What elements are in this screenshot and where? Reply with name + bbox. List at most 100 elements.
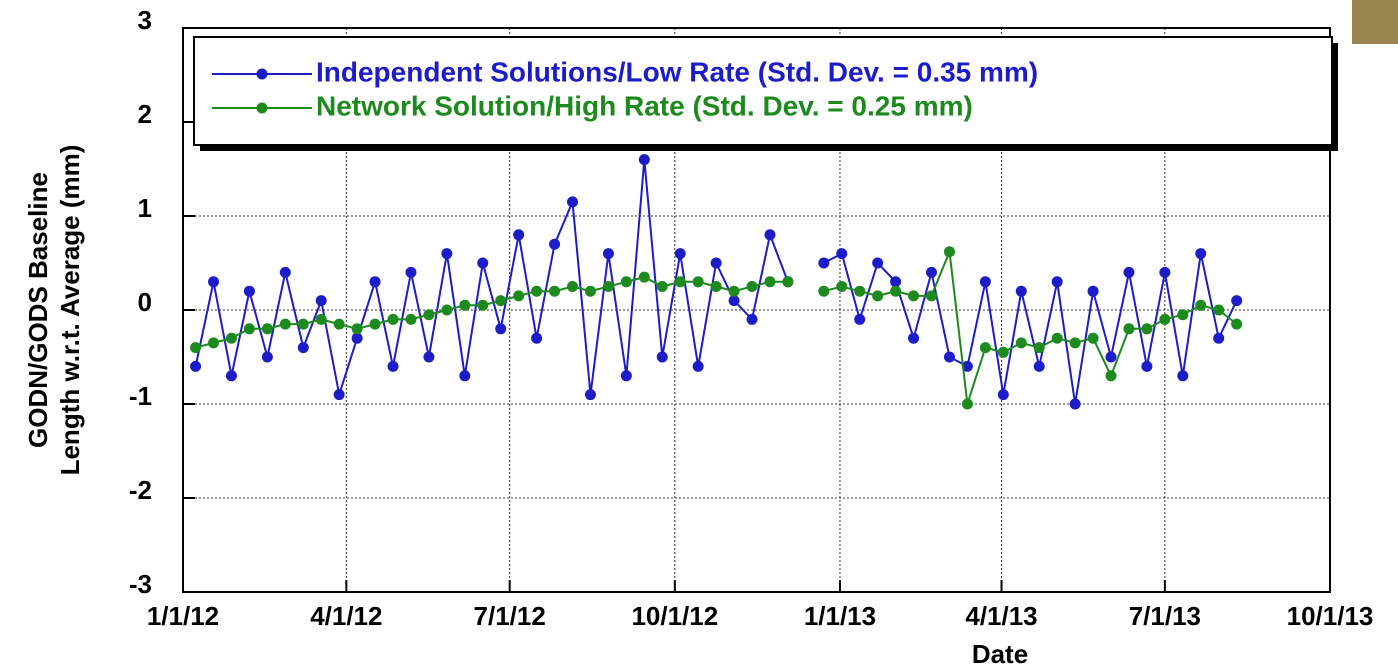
x-tick-label: 4/1/12 — [310, 601, 382, 631]
data-point — [782, 276, 793, 287]
data-point — [459, 300, 470, 311]
data-point — [1195, 248, 1206, 259]
data-point — [908, 290, 919, 301]
data-point — [603, 281, 614, 292]
data-point — [495, 323, 506, 334]
data-point — [854, 314, 865, 325]
data-point — [729, 295, 740, 306]
data-point — [764, 229, 775, 240]
x-tick-label: 1/1/13 — [804, 601, 876, 631]
data-point — [818, 258, 829, 269]
data-point — [190, 342, 201, 353]
data-point — [1088, 286, 1099, 297]
data-point — [764, 276, 775, 287]
data-point — [441, 248, 452, 259]
data-point — [926, 290, 937, 301]
data-point — [370, 276, 381, 287]
x-tick-label: 4/1/13 — [965, 601, 1037, 631]
data-point — [495, 295, 506, 306]
data-point — [1016, 337, 1027, 348]
data-point — [711, 281, 722, 292]
data-point — [944, 246, 955, 257]
y-tick-label: 3 — [138, 5, 152, 35]
data-point — [836, 248, 847, 259]
data-point — [531, 286, 542, 297]
x-tick-label: 7/1/12 — [474, 601, 546, 631]
data-point — [872, 258, 883, 269]
data-point — [818, 286, 829, 297]
data-point — [639, 272, 650, 283]
data-point — [908, 333, 919, 344]
data-point — [549, 286, 560, 297]
data-point — [405, 267, 416, 278]
data-point — [316, 314, 327, 325]
x-tick-label: 10/1/12 — [631, 601, 718, 631]
corner-icon — [1352, 0, 1398, 44]
data-point — [1159, 314, 1170, 325]
data-point — [1123, 267, 1134, 278]
y-tick-label: 0 — [138, 287, 152, 317]
data-point — [405, 314, 416, 325]
data-point — [747, 281, 758, 292]
data-point — [441, 305, 452, 316]
data-point — [585, 389, 596, 400]
data-point — [980, 342, 991, 353]
y-tick-label: 1 — [138, 193, 152, 223]
data-point — [1141, 361, 1152, 372]
data-point — [280, 319, 291, 330]
legend-marker — [257, 103, 268, 114]
data-point — [998, 389, 1009, 400]
data-point — [1231, 319, 1242, 330]
y-axis-label: GODN/GODS Baseline — [23, 172, 53, 448]
data-point — [567, 281, 578, 292]
data-point — [1106, 352, 1117, 363]
data-point — [1106, 370, 1117, 381]
data-point — [513, 229, 524, 240]
data-point — [639, 154, 650, 165]
data-point — [657, 281, 668, 292]
y-tick-label: -3 — [129, 569, 152, 599]
data-point — [1195, 300, 1206, 311]
data-point — [1177, 370, 1188, 381]
data-point — [675, 248, 686, 259]
data-point — [1088, 333, 1099, 344]
data-point — [298, 342, 309, 353]
data-point — [1141, 323, 1152, 334]
data-point — [423, 309, 434, 320]
y-tick-label: -2 — [129, 475, 152, 505]
data-point — [621, 370, 632, 381]
data-point — [980, 276, 991, 287]
data-point — [1070, 399, 1081, 410]
data-point — [657, 352, 668, 363]
data-point — [262, 323, 273, 334]
legend-marker — [257, 69, 268, 80]
data-point — [1159, 267, 1170, 278]
data-point — [836, 281, 847, 292]
data-point — [711, 258, 722, 269]
data-point — [585, 286, 596, 297]
data-point — [334, 389, 345, 400]
data-point — [567, 196, 578, 207]
data-point — [1070, 337, 1081, 348]
data-point — [388, 361, 399, 372]
data-point — [549, 239, 560, 250]
data-point — [1052, 333, 1063, 344]
data-point — [747, 314, 758, 325]
x-tick-label: 7/1/13 — [1129, 601, 1201, 631]
data-point — [513, 290, 524, 301]
data-point — [1177, 309, 1188, 320]
data-point — [926, 267, 937, 278]
data-point — [890, 276, 901, 287]
data-point — [423, 352, 434, 363]
data-point — [352, 333, 363, 344]
data-point — [208, 337, 219, 348]
data-point — [388, 314, 399, 325]
data-point — [1213, 333, 1224, 344]
data-point — [693, 276, 704, 287]
data-point — [693, 361, 704, 372]
data-point — [262, 352, 273, 363]
data-point — [459, 370, 470, 381]
data-point — [477, 258, 488, 269]
data-point — [621, 276, 632, 287]
data-point — [244, 323, 255, 334]
